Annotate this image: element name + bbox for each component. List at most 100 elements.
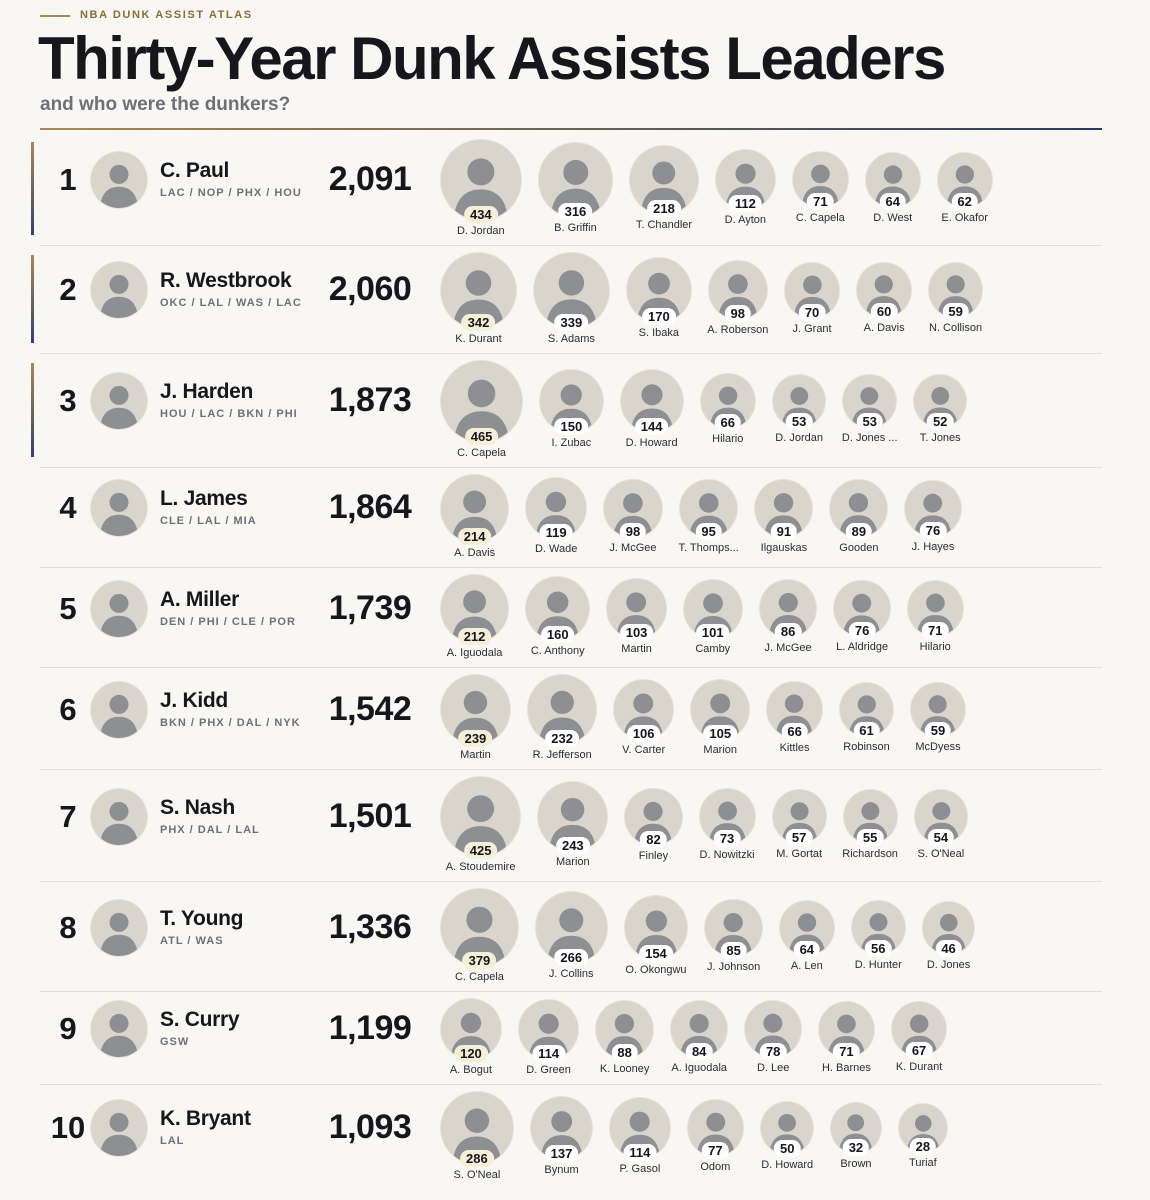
leader-teams: DEN / PHI / CLE / POR xyxy=(160,615,296,628)
dunker-name: Hilario xyxy=(919,641,951,654)
rank: 6 xyxy=(59,691,77,727)
dunker-name: C. Anthony xyxy=(530,645,585,658)
dunker-name: Hilario xyxy=(712,433,744,446)
dunker-count: 73 xyxy=(713,830,741,848)
dunker-count: 232 xyxy=(545,729,579,747)
dunker-name: D. Hunter xyxy=(854,959,902,972)
total: 1,093 xyxy=(328,1108,412,1147)
dunker-count: 119 xyxy=(539,524,573,542)
dunker-count: 98 xyxy=(619,523,647,541)
row-separator xyxy=(40,352,1102,354)
row-separator xyxy=(40,1084,1102,1086)
dunker-name: D. Jordan xyxy=(456,224,505,237)
dunker-count: 105 xyxy=(703,724,738,742)
dunker-name: Marion xyxy=(703,743,738,756)
total: 2,060 xyxy=(328,270,412,309)
dunker-name: R. Jefferson xyxy=(532,748,592,761)
title: Thirty-Year Dunk Assists Leaders xyxy=(38,25,946,92)
dunker-count: 379 xyxy=(462,952,497,970)
dunker-count: 286 xyxy=(460,1149,494,1167)
leader-teams: LAL xyxy=(160,1135,185,1148)
dunker-name: N. Collison xyxy=(928,321,983,334)
dunker-count: 66 xyxy=(714,414,741,432)
row-separator xyxy=(40,244,1102,246)
dunker-name: L. Aldridge xyxy=(836,641,889,654)
total: 1,199 xyxy=(328,1009,412,1048)
dunker-name: Martin xyxy=(460,749,491,762)
row-accent xyxy=(31,362,34,457)
dunker-name: V. Carter xyxy=(622,743,666,756)
dunker-count: 61 xyxy=(853,722,880,740)
dunker-name: C. Capela xyxy=(454,971,504,984)
dunker-name: J. Hayes xyxy=(911,541,955,554)
total: 1,873 xyxy=(328,381,412,420)
dunker-name: A. Stoudemire xyxy=(445,861,516,874)
dunker-name: S. Adams xyxy=(547,332,595,345)
dunker-bubble xyxy=(819,1001,874,1057)
leader-teams: LAC / NOP / PHX / HOU xyxy=(160,186,302,199)
rank: 4 xyxy=(59,490,77,526)
dunker-name: Gooden xyxy=(839,541,879,554)
dunker-count: 71 xyxy=(807,193,834,211)
dunker-count: 88 xyxy=(611,1043,638,1061)
rank: 5 xyxy=(59,590,77,626)
total: 1,542 xyxy=(328,689,412,728)
leader-avatar xyxy=(91,788,147,845)
dunker-count: 243 xyxy=(555,837,590,855)
dunker-count: 77 xyxy=(702,1141,729,1159)
dunker-name: D. Lee xyxy=(756,1062,790,1075)
dunker-count: 55 xyxy=(856,829,884,847)
dunker-count: 70 xyxy=(798,303,826,321)
dunker-count: 50 xyxy=(773,1140,801,1158)
row-accent xyxy=(31,142,34,235)
leader-teams: BKN / PHX / DAL / NYK xyxy=(160,716,301,729)
dunker-count: 59 xyxy=(924,722,952,740)
dunker-name: J. McGee xyxy=(609,542,657,555)
dunker-count: 239 xyxy=(458,730,493,748)
dunker-name: K. Durant xyxy=(895,1061,943,1074)
dunker-count: 339 xyxy=(554,313,589,331)
leader-name: J. Harden xyxy=(160,380,253,404)
total: 1,336 xyxy=(328,907,412,946)
dunker-count: 32 xyxy=(842,1138,870,1156)
dunker-count: 137 xyxy=(544,1144,579,1162)
leader-avatar xyxy=(91,373,147,430)
dunker-count: 62 xyxy=(951,192,978,210)
leader-name: J. Kidd xyxy=(160,688,228,712)
dunker-name: D. Wade xyxy=(534,543,578,556)
dunker-name: J. McGee xyxy=(764,641,812,654)
leader-avatar xyxy=(91,151,147,208)
dunker-count: 214 xyxy=(457,528,492,546)
leader-avatar xyxy=(91,1001,147,1058)
dunker-name: Ilgauskas xyxy=(760,541,808,554)
dunker-count: 114 xyxy=(532,1044,566,1062)
dunker-name: A. Davis xyxy=(454,547,496,560)
dunker-name: B. Griffin xyxy=(554,221,597,234)
dunker-name: D. Ayton xyxy=(724,214,767,227)
rank: 3 xyxy=(59,383,77,419)
dunker-count: 342 xyxy=(461,313,496,331)
dunker-count: 82 xyxy=(640,830,667,848)
dunker-count: 86 xyxy=(774,622,802,640)
dunker-count: 54 xyxy=(927,829,955,847)
dunker-name: Marion xyxy=(556,856,590,869)
dunker-count: 28 xyxy=(909,1138,937,1156)
dunker-name: H. Barnes xyxy=(821,1061,871,1074)
dunker-count: 112 xyxy=(728,195,762,213)
dunker-count: 57 xyxy=(785,829,813,847)
dunker-name: K. Looney xyxy=(599,1062,650,1075)
dunker-count: 465 xyxy=(464,427,499,445)
row-accent xyxy=(31,254,34,343)
total: 1,739 xyxy=(328,588,412,627)
dunker-name: A. Len xyxy=(790,959,823,972)
dunker-count: 85 xyxy=(720,941,747,959)
dunker-name: Robinson xyxy=(843,741,890,754)
dunker-count: 103 xyxy=(619,623,654,641)
leader-avatar xyxy=(91,580,147,637)
dunker-name: Martin xyxy=(621,642,652,655)
dunker-count: 120 xyxy=(454,1045,488,1063)
dunker-count: 170 xyxy=(641,308,676,326)
dunker-name: A. Roberson xyxy=(707,324,769,337)
dunker-count: 98 xyxy=(724,305,752,323)
